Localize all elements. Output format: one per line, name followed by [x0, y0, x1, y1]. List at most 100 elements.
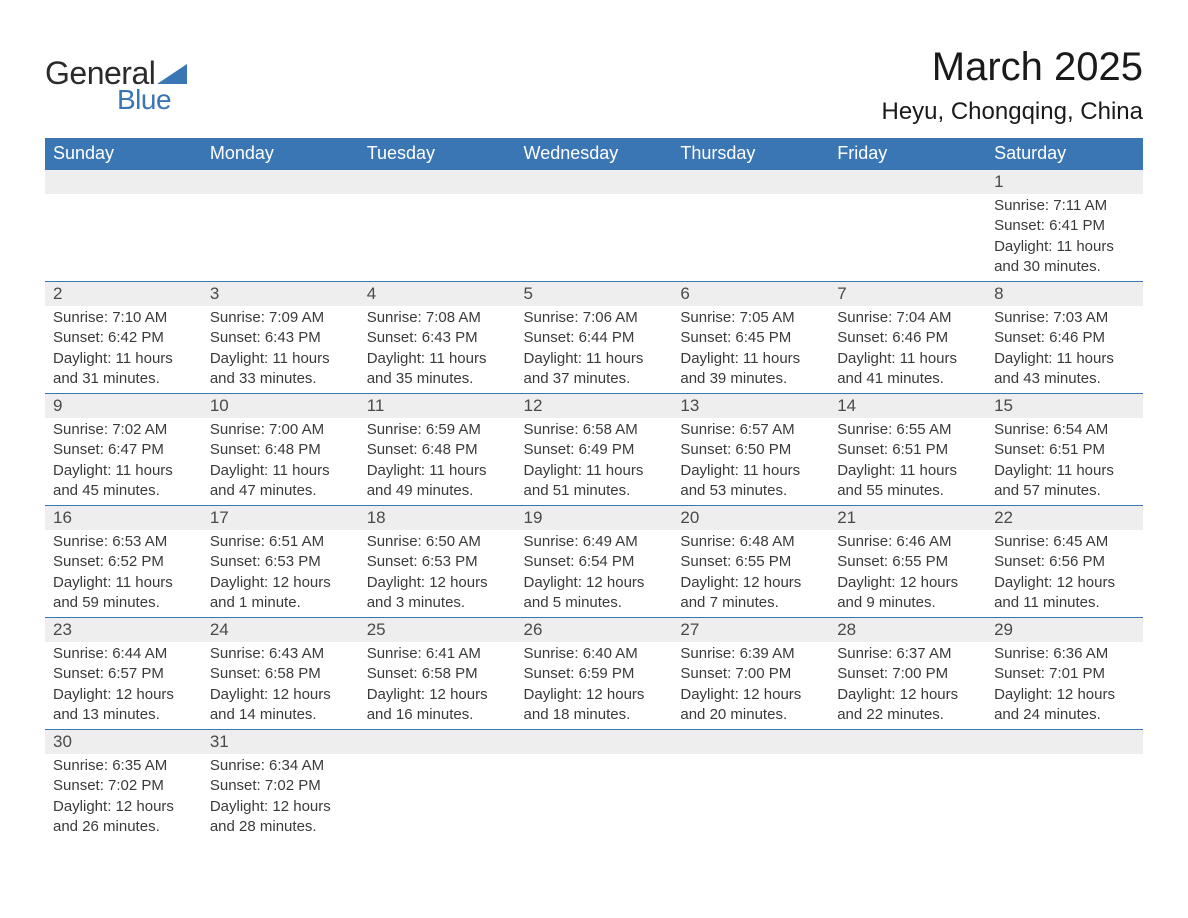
sunrise-text: Sunrise: 7:00 AM	[210, 420, 351, 440]
day-number-cell: 3	[202, 282, 359, 307]
day-detail-cell: Sunrise: 6:45 AMSunset: 6:56 PMDaylight:…	[986, 530, 1143, 618]
sunrise-text: Sunrise: 6:46 AM	[837, 532, 978, 552]
title-block: March 2025 Heyu, Chongqing, China	[881, 45, 1143, 126]
day-header: Thursday	[672, 138, 829, 170]
sunset-text: Sunset: 6:47 PM	[53, 440, 194, 460]
day-detail-cell: Sunrise: 6:54 AMSunset: 6:51 PMDaylight:…	[986, 418, 1143, 506]
sunset-text: Sunset: 6:54 PM	[524, 552, 665, 572]
sunrise-text: Sunrise: 6:40 AM	[524, 644, 665, 664]
day-detail-cell: Sunrise: 7:04 AMSunset: 6:46 PMDaylight:…	[829, 306, 986, 394]
day-number-cell: 11	[359, 394, 516, 419]
sunrise-text: Sunrise: 7:08 AM	[367, 308, 508, 328]
day-detail-cell: Sunrise: 6:51 AMSunset: 6:53 PMDaylight:…	[202, 530, 359, 618]
page-title: March 2025	[881, 45, 1143, 90]
sunrise-text: Sunrise: 6:41 AM	[367, 644, 508, 664]
sunset-text: Sunset: 7:02 PM	[210, 776, 351, 796]
daylight-text: Daylight: 11 hours and 37 minutes.	[524, 349, 665, 390]
sunset-text: Sunset: 6:42 PM	[53, 328, 194, 348]
sunrise-text: Sunrise: 6:51 AM	[210, 532, 351, 552]
sunrise-text: Sunrise: 6:58 AM	[524, 420, 665, 440]
sunrise-text: Sunrise: 6:57 AM	[680, 420, 821, 440]
day-number-cell: 28	[829, 618, 986, 643]
sunset-text: Sunset: 6:46 PM	[994, 328, 1135, 348]
day-number-cell: 18	[359, 506, 516, 531]
day-number-cell	[986, 730, 1143, 755]
day-number-cell	[516, 170, 673, 194]
daylight-text: Daylight: 11 hours and 33 minutes.	[210, 349, 351, 390]
day-number-cell: 5	[516, 282, 673, 307]
daylight-text: Daylight: 12 hours and 18 minutes.	[524, 685, 665, 726]
daylight-text: Daylight: 12 hours and 20 minutes.	[680, 685, 821, 726]
daylight-text: Daylight: 11 hours and 59 minutes.	[53, 573, 194, 614]
day-number-row: 23242526272829	[45, 618, 1143, 643]
daylight-text: Daylight: 11 hours and 57 minutes.	[994, 461, 1135, 502]
day-header-row: Sunday Monday Tuesday Wednesday Thursday…	[45, 138, 1143, 170]
sunrise-text: Sunrise: 7:11 AM	[994, 196, 1135, 216]
day-detail-cell: Sunrise: 7:06 AMSunset: 6:44 PMDaylight:…	[516, 306, 673, 394]
daylight-text: Daylight: 12 hours and 22 minutes.	[837, 685, 978, 726]
day-number-cell	[516, 730, 673, 755]
day-number-cell	[359, 170, 516, 194]
day-number-cell: 15	[986, 394, 1143, 419]
day-number-cell: 20	[672, 506, 829, 531]
sunset-text: Sunset: 7:02 PM	[53, 776, 194, 796]
sunset-text: Sunset: 6:56 PM	[994, 552, 1135, 572]
day-number-cell: 27	[672, 618, 829, 643]
day-detail-cell: Sunrise: 6:34 AMSunset: 7:02 PMDaylight:…	[202, 754, 359, 841]
daylight-text: Daylight: 12 hours and 13 minutes.	[53, 685, 194, 726]
day-detail-cell	[986, 754, 1143, 841]
day-header: Wednesday	[516, 138, 673, 170]
sunset-text: Sunset: 7:00 PM	[680, 664, 821, 684]
day-detail-row: Sunrise: 6:35 AMSunset: 7:02 PMDaylight:…	[45, 754, 1143, 841]
day-number-cell: 4	[359, 282, 516, 307]
sunset-text: Sunset: 6:48 PM	[210, 440, 351, 460]
day-detail-cell: Sunrise: 6:58 AMSunset: 6:49 PMDaylight:…	[516, 418, 673, 506]
sunrise-text: Sunrise: 6:36 AM	[994, 644, 1135, 664]
day-number-cell: 19	[516, 506, 673, 531]
day-detail-cell: Sunrise: 7:00 AMSunset: 6:48 PMDaylight:…	[202, 418, 359, 506]
sunset-text: Sunset: 6:53 PM	[367, 552, 508, 572]
sunrise-text: Sunrise: 6:44 AM	[53, 644, 194, 664]
day-detail-cell: Sunrise: 6:39 AMSunset: 7:00 PMDaylight:…	[672, 642, 829, 730]
sunset-text: Sunset: 6:43 PM	[367, 328, 508, 348]
daylight-text: Daylight: 12 hours and 9 minutes.	[837, 573, 978, 614]
sunset-text: Sunset: 6:59 PM	[524, 664, 665, 684]
day-detail-cell	[45, 194, 202, 282]
daylight-text: Daylight: 11 hours and 55 minutes.	[837, 461, 978, 502]
sunset-text: Sunset: 6:46 PM	[837, 328, 978, 348]
daylight-text: Daylight: 12 hours and 7 minutes.	[680, 573, 821, 614]
day-number-cell: 16	[45, 506, 202, 531]
day-number-cell	[829, 170, 986, 194]
sunrise-text: Sunrise: 7:06 AM	[524, 308, 665, 328]
sunrise-text: Sunrise: 7:09 AM	[210, 308, 351, 328]
day-detail-row: Sunrise: 7:11 AMSunset: 6:41 PMDaylight:…	[45, 194, 1143, 282]
sunrise-text: Sunrise: 6:45 AM	[994, 532, 1135, 552]
logo-text-blue: Blue	[117, 84, 187, 116]
day-number-row: 1	[45, 170, 1143, 194]
sunset-text: Sunset: 6:58 PM	[367, 664, 508, 684]
sunrise-text: Sunrise: 6:54 AM	[994, 420, 1135, 440]
daylight-text: Daylight: 12 hours and 28 minutes.	[210, 797, 351, 838]
day-number-cell: 21	[829, 506, 986, 531]
day-number-cell: 12	[516, 394, 673, 419]
sunrise-text: Sunrise: 6:37 AM	[837, 644, 978, 664]
day-detail-cell: Sunrise: 6:40 AMSunset: 6:59 PMDaylight:…	[516, 642, 673, 730]
day-header: Monday	[202, 138, 359, 170]
daylight-text: Daylight: 11 hours and 47 minutes.	[210, 461, 351, 502]
header: General Blue March 2025 Heyu, Chongqing,…	[45, 45, 1143, 126]
sunrise-text: Sunrise: 6:55 AM	[837, 420, 978, 440]
sunrise-text: Sunrise: 6:43 AM	[210, 644, 351, 664]
sunset-text: Sunset: 6:52 PM	[53, 552, 194, 572]
day-number-cell: 23	[45, 618, 202, 643]
day-detail-cell: Sunrise: 6:59 AMSunset: 6:48 PMDaylight:…	[359, 418, 516, 506]
day-detail-cell: Sunrise: 7:02 AMSunset: 6:47 PMDaylight:…	[45, 418, 202, 506]
day-number-cell: 24	[202, 618, 359, 643]
day-header: Sunday	[45, 138, 202, 170]
sunset-text: Sunset: 6:57 PM	[53, 664, 194, 684]
day-number-cell: 14	[829, 394, 986, 419]
day-detail-row: Sunrise: 6:44 AMSunset: 6:57 PMDaylight:…	[45, 642, 1143, 730]
day-number-cell: 25	[359, 618, 516, 643]
sunrise-text: Sunrise: 6:48 AM	[680, 532, 821, 552]
daylight-text: Daylight: 11 hours and 41 minutes.	[837, 349, 978, 390]
day-number-cell: 31	[202, 730, 359, 755]
